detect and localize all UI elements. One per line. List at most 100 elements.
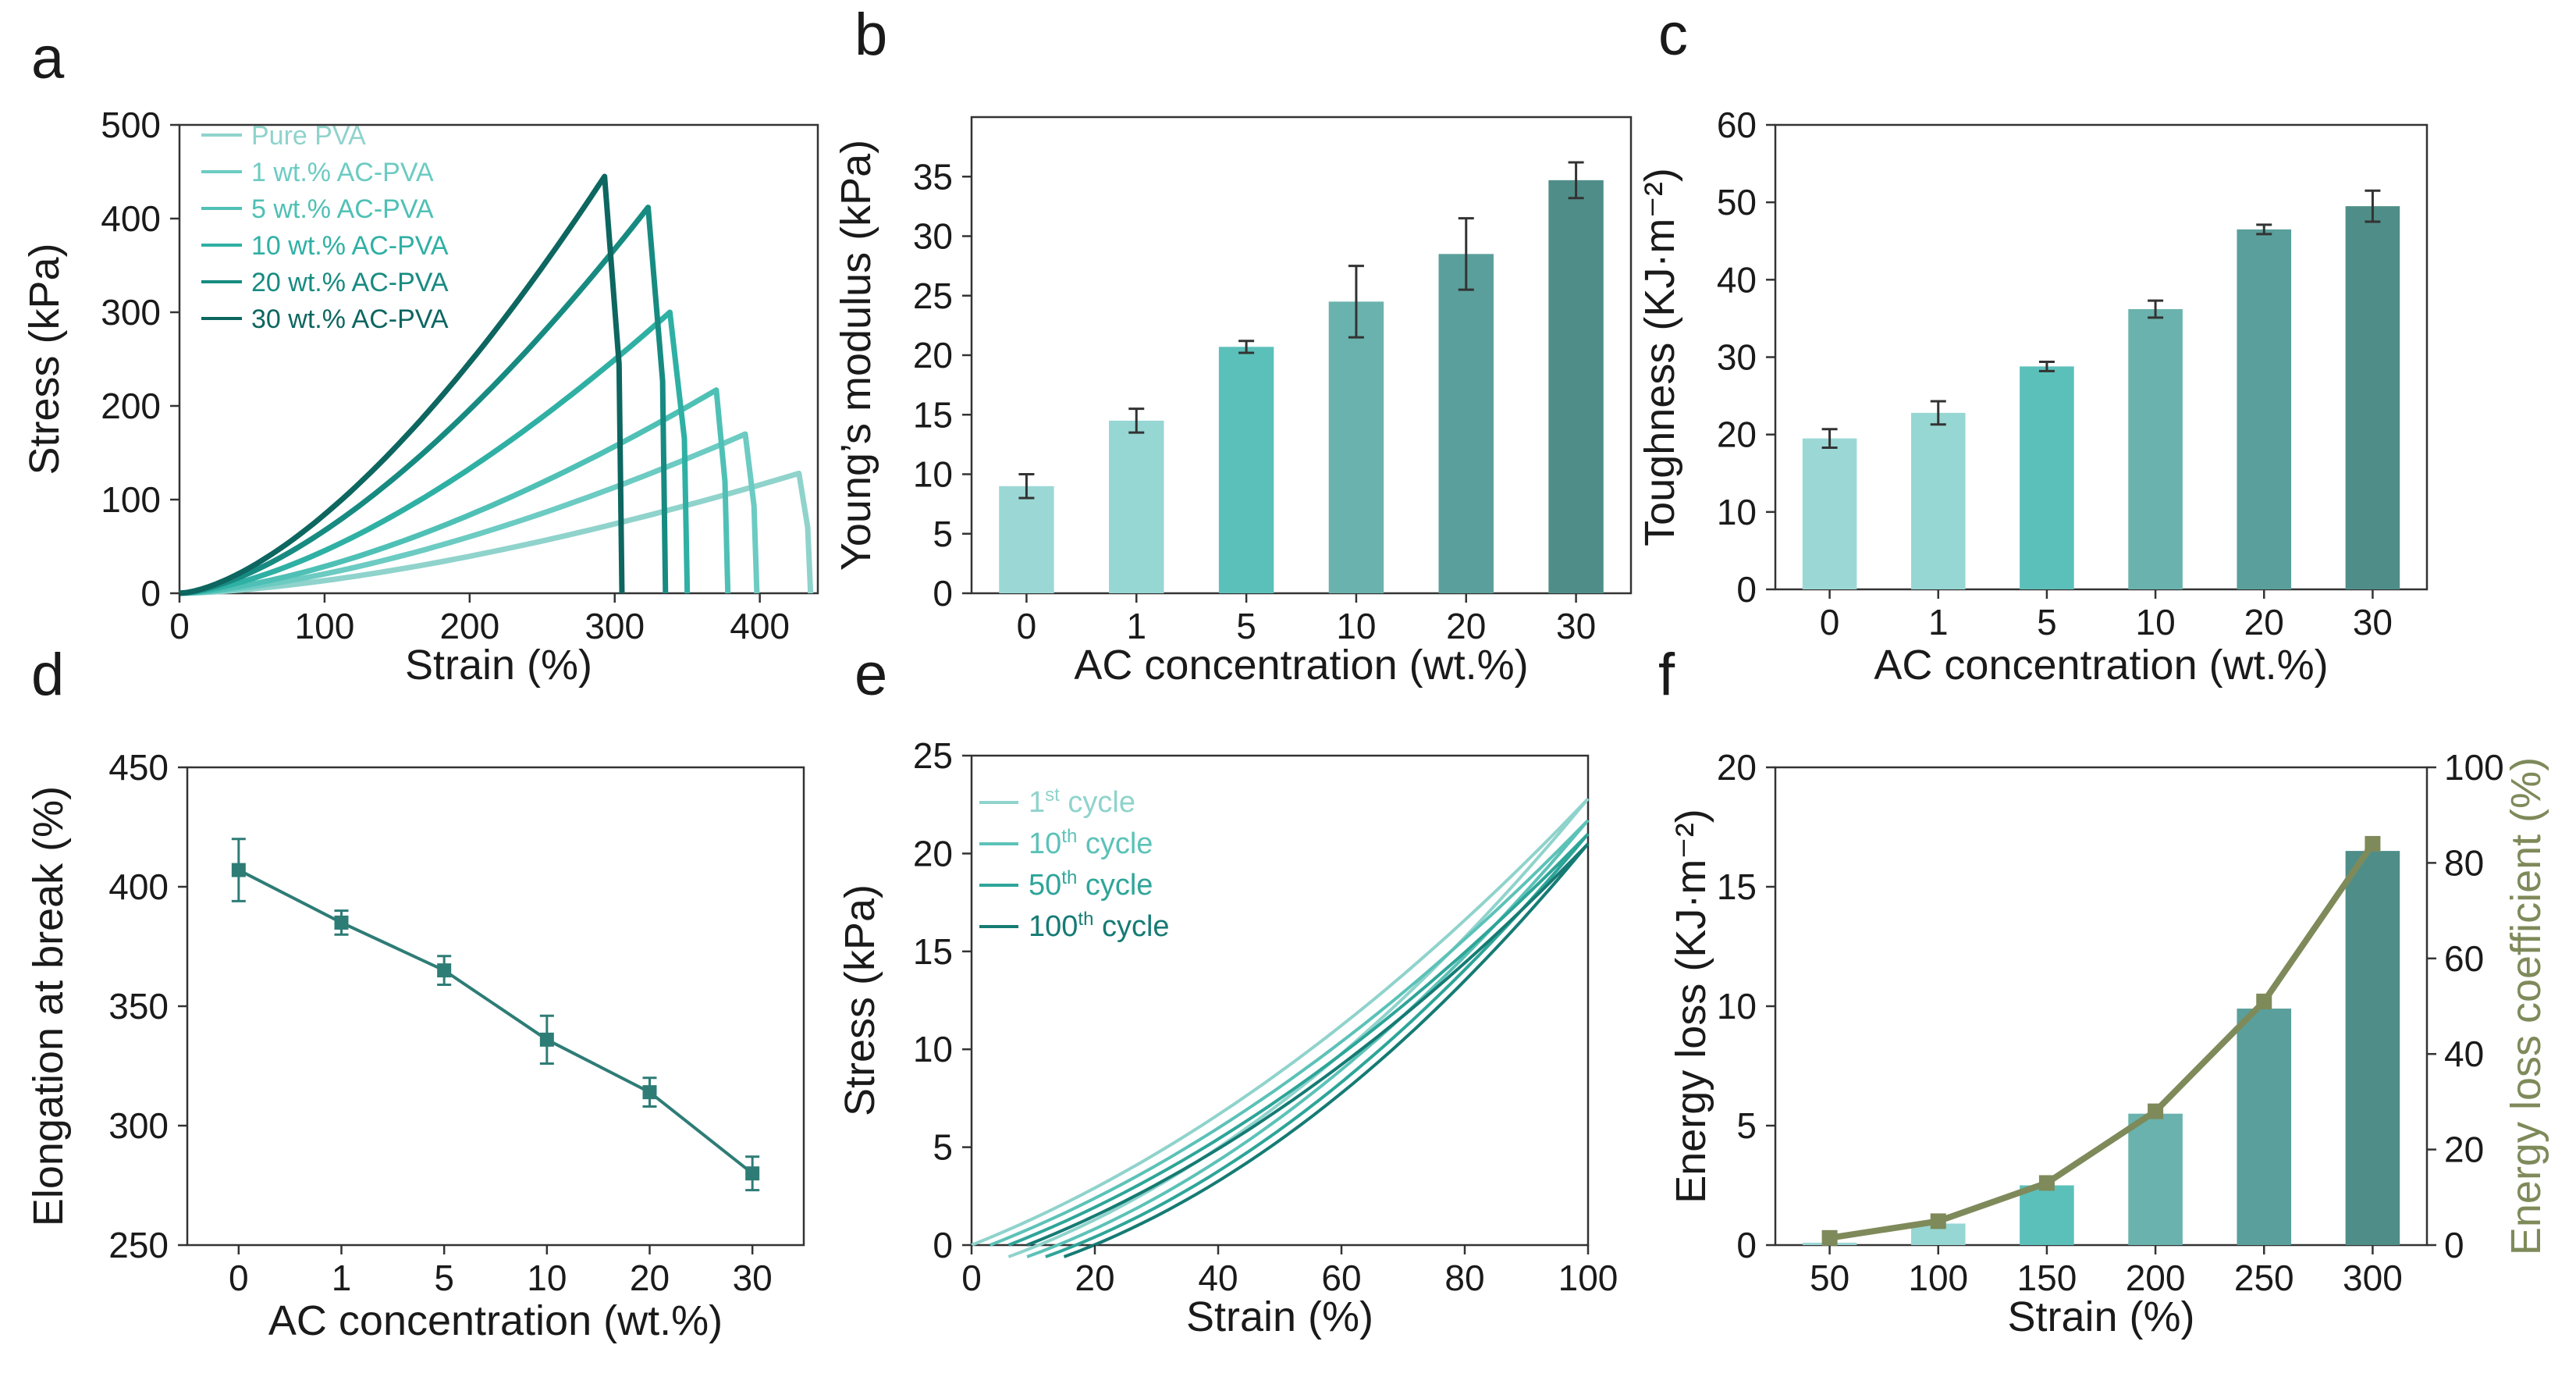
data-point-5 (642, 1085, 657, 1100)
legend-label-2: 1 wt.% AC-PVA (251, 158, 434, 187)
coefficient-line (1828, 842, 2375, 1241)
data-point-1 (231, 863, 246, 877)
panel-c-ytick-label: 30 (1717, 337, 1757, 378)
panel-e-xtick-label: 100 (1558, 1258, 1618, 1298)
bar-2 (1109, 420, 1164, 593)
panel-e-ytick-label: 0 (933, 1225, 953, 1265)
coefficient-point-2 (1930, 1213, 1946, 1229)
series-line-5 (179, 205, 669, 596)
legend-label-6: 30 wt.% AC-PVA (251, 304, 449, 334)
panel-e-frame (970, 754, 1590, 1247)
panel-d-ytick-label: 250 (108, 1225, 169, 1265)
legend-label-2: 10th cycle (1029, 826, 1153, 860)
panel-e-ylabel: Stress (kPa) (837, 884, 883, 1116)
panel-b-xlabel: AC concentration (wt.%) (1074, 642, 1528, 688)
panel-b-xtick-label: 5 (1236, 606, 1256, 646)
panel-d-xlabel: AC concentration (wt.%) (268, 1297, 723, 1344)
panel-f-xtick-label: 300 (2343, 1258, 2403, 1298)
legend-label-1: Pure PVA (251, 121, 366, 151)
panel-f-ytick-label: 5 (1736, 1105, 1757, 1146)
panel-f-ytick-label: 0 (1736, 1225, 1757, 1265)
panel-b-xtick-label: 1 (1126, 606, 1146, 646)
panel-d-ytick-label: 350 (108, 986, 169, 1027)
panel-a-xtick-label: 400 (730, 606, 790, 646)
panel-c-xtick-label: 1 (1928, 602, 1949, 642)
panel-label-b: b (855, 2, 887, 68)
panel-f-y2tick-label: 20 (2444, 1130, 2484, 1170)
panel-f-ylabel: Energy loss (KJ·m⁻²) (1668, 809, 1714, 1204)
panel-b-xtick-label: 0 (1017, 606, 1037, 646)
panel-e-ytick-label: 10 (913, 1029, 953, 1069)
panel-c-ytick-label: 0 (1736, 569, 1757, 610)
panel-d-xtick-label: 10 (527, 1258, 567, 1298)
bar-4 (2128, 1113, 2183, 1245)
panel-f-y2tick-label: 0 (2444, 1225, 2464, 1265)
panel-d-xtick-label: 30 (733, 1258, 773, 1298)
panel-b-ylabel: Young’s modulus (kPa) (833, 140, 879, 571)
panel-c-xtick-label: 5 (2037, 602, 2057, 642)
bar-5 (1438, 254, 1494, 593)
panel-e-ytick-label: 20 (913, 833, 953, 874)
panel-label-f: f (1658, 642, 1675, 708)
coefficient-point-3 (2038, 1175, 2055, 1191)
legend-label-3: 5 wt.% AC-PVA (251, 194, 434, 224)
bar-1 (1802, 438, 1857, 589)
panel-f-y2tick-label: 100 (2444, 747, 2504, 788)
panel-a-ylabel: Stress (kPa) (21, 243, 68, 475)
panel-c-xtick-label: 10 (2135, 602, 2175, 642)
series-line-3 (179, 387, 731, 596)
panel-c-xtick-label: 0 (1820, 602, 1840, 642)
panel-c-ytick-label: 20 (1717, 415, 1757, 455)
panel-d-ytick-label: 300 (108, 1105, 169, 1146)
panel-c-ytick-label: 50 (1717, 182, 1757, 222)
panel-e-xlabel: Strain (%) (1186, 1293, 1373, 1340)
data-point-6 (745, 1166, 760, 1181)
panel-b-frame (970, 116, 1633, 595)
panel-c-xtick-label: 30 (2353, 602, 2393, 642)
legend-label-5: 20 wt.% AC-PVA (251, 268, 449, 297)
panel-a-ytick-label: 300 (101, 292, 161, 333)
panel-f-y2tick-label: 40 (2444, 1034, 2484, 1074)
bar-4 (2128, 309, 2183, 589)
bar-6 (2345, 851, 2400, 1245)
panel-e-ytick-label: 5 (933, 1127, 953, 1168)
bar-3 (2020, 1185, 2074, 1245)
panel-f-xtick-label: 200 (2126, 1258, 2186, 1298)
bar-6 (2345, 206, 2400, 589)
panel-c-ylabel: Toughness (KJ·m⁻²) (1636, 168, 1683, 546)
panel-f-ytick-label: 15 (1717, 866, 1757, 907)
panel-e-xtick-label: 20 (1075, 1258, 1114, 1298)
panel-f-ytick-label: 20 (1717, 747, 1757, 788)
bar-5 (2237, 229, 2292, 589)
panel-a-ytick-label: 500 (101, 105, 161, 145)
panel-f-xlabel: Strain (%) (2007, 1293, 2194, 1340)
series-line-2 (989, 819, 1590, 1258)
panel-b-ytick-label: 0 (933, 573, 953, 614)
panel-b-ytick-label: 5 (933, 514, 953, 554)
series-line (237, 868, 754, 1175)
series-line-1 (179, 470, 814, 596)
panel-b-ytick-label: 20 (913, 335, 953, 375)
panel-f-xtick-label: 250 (2234, 1258, 2294, 1298)
panel-d-xtick-label: 5 (434, 1258, 454, 1298)
panel-f-xtick-label: 100 (1908, 1258, 1968, 1298)
panel-b-xtick-label: 20 (1446, 606, 1486, 646)
bar-3 (1218, 347, 1274, 593)
bar-2 (1910, 412, 1966, 589)
data-point-2 (334, 915, 349, 930)
panel-b-ytick-label: 35 (913, 156, 953, 197)
panel-a-ytick-label: 200 (101, 386, 161, 426)
panel-c-ytick-label: 40 (1717, 259, 1757, 300)
panel-a-xtick-label: 300 (584, 606, 645, 646)
panel-f-y2tick-label: 60 (2444, 938, 2484, 979)
panel-f-y2label: Energy loss coefficient (%) (2503, 757, 2549, 1255)
panel-e-xtick-label: 0 (961, 1258, 982, 1298)
panel-b-xtick-label: 10 (1336, 606, 1376, 646)
panel-a-xtick-label: 100 (295, 606, 355, 646)
bar-1 (999, 486, 1054, 593)
panel-label-e: e (855, 642, 887, 708)
panel-d-ytick-label: 400 (108, 866, 169, 907)
legend-label-3: 50th cycle (1029, 867, 1153, 902)
panel-d-ytick-label: 450 (108, 747, 169, 788)
